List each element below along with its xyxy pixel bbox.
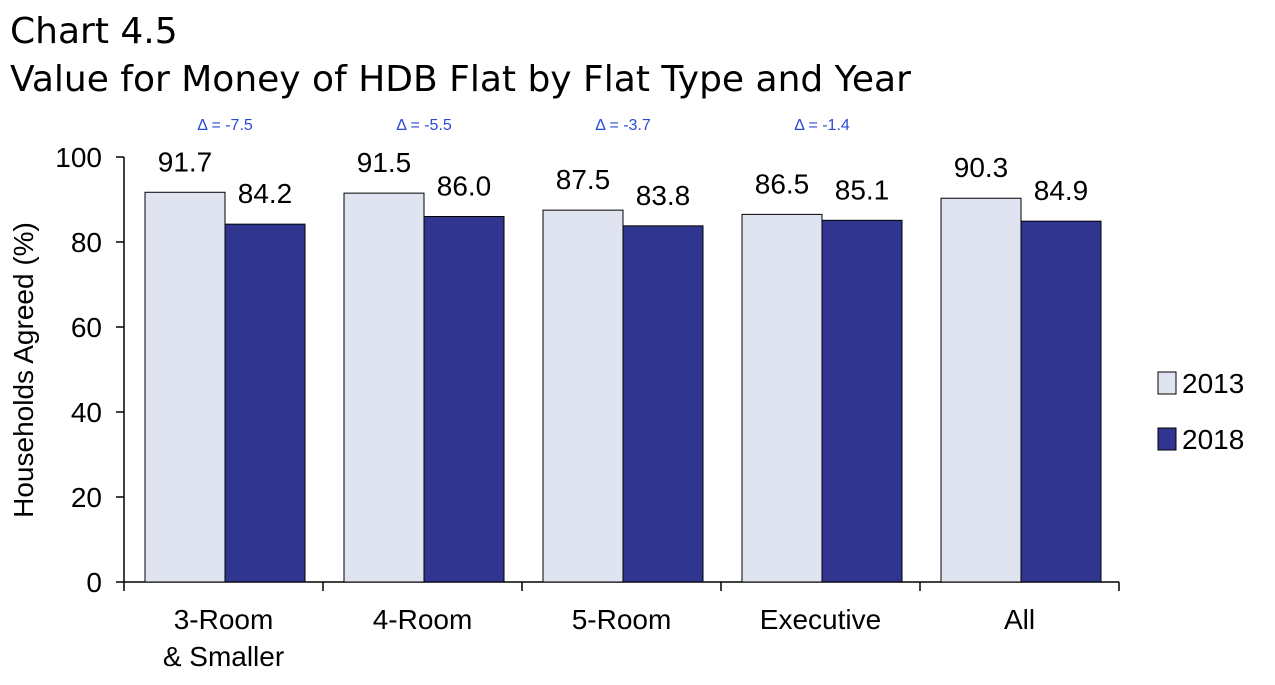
value-label-2013-2: 87.5 <box>556 164 611 195</box>
delta-annotation: Δ = -3.7 <box>595 117 651 134</box>
y-tick-label: 40 <box>71 397 102 428</box>
chart-title: Chart 4.5 <box>10 11 178 52</box>
y-tick-label: 100 <box>55 142 102 173</box>
bar-2013-4 <box>940 197 1022 583</box>
legend-swatch-2013 <box>1157 371 1177 395</box>
legend-label-2018: 2018 <box>1182 424 1244 455</box>
y-axis-label: Households Agreed (%) <box>8 222 39 518</box>
category-label: Executive <box>760 604 881 635</box>
bar-2013-0 <box>144 191 226 583</box>
delta-annotation: Δ = -5.5 <box>396 117 452 134</box>
bar-2018-2 <box>622 225 704 583</box>
y-tick-label: 60 <box>71 312 102 343</box>
bar-2018-0 <box>224 223 306 583</box>
value-label-2013-3: 86.5 <box>755 168 810 199</box>
value-label-2013-1: 91.5 <box>357 147 412 178</box>
category-label: 5-Room <box>572 604 672 635</box>
y-tick-label: 20 <box>71 482 102 513</box>
value-label-2018-4: 84.9 <box>1034 175 1089 206</box>
value-label-2018-3: 85.1 <box>835 174 890 205</box>
value-label-2018-1: 86.0 <box>437 171 492 202</box>
value-label-2013-0: 91.7 <box>158 146 213 177</box>
value-label-2018-2: 83.8 <box>636 180 691 211</box>
y-tick-label: 80 <box>71 227 102 258</box>
legend-label-2013: 2013 <box>1182 368 1244 399</box>
delta-annotation: Δ = -1.4 <box>794 117 850 134</box>
category-label: & Smaller <box>163 641 284 672</box>
y-tick-label: 0 <box>86 567 102 598</box>
category-label: 4-Room <box>373 604 473 635</box>
bar-2013-3 <box>741 213 823 583</box>
bar-2018-4 <box>1020 220 1102 583</box>
bar-2013-1 <box>343 192 425 583</box>
value-label-2013-4: 90.3 <box>954 152 1009 183</box>
chart-subtitle: Value for Money of HDB Flat by Flat Type… <box>10 59 911 100</box>
delta-annotation: Δ = -7.5 <box>197 117 253 134</box>
bar-2018-1 <box>423 216 505 583</box>
category-label: 3-Room <box>174 604 274 635</box>
value-label-2018-0: 84.2 <box>238 178 293 209</box>
title-block: Chart 4.5 Value for Money of HDB Flat by… <box>10 8 911 104</box>
bar-2018-3 <box>821 219 903 583</box>
legend-swatch-2018 <box>1157 427 1177 451</box>
bar-2013-2 <box>542 209 624 583</box>
category-label: All <box>1004 604 1035 635</box>
